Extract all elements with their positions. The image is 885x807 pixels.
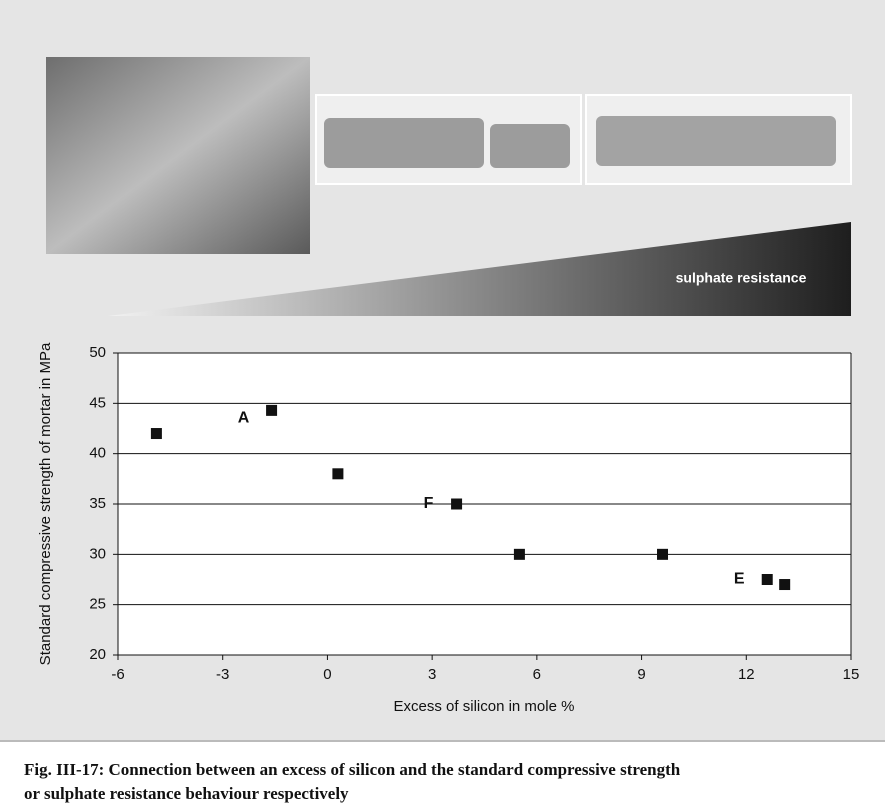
data-point	[266, 404, 278, 416]
y-tick-label: 30	[89, 545, 106, 562]
x-tick-label: -6	[111, 666, 124, 683]
data-point	[451, 498, 463, 510]
x-tick-label: 0	[323, 666, 331, 683]
resistance-wedge	[108, 222, 851, 316]
x-tick-label: 15	[843, 666, 860, 683]
x-tick-label: 9	[637, 666, 645, 683]
y-axis-label: Standard compressive strength of mortar …	[37, 342, 54, 665]
data-point	[513, 548, 525, 560]
point-label: E	[734, 571, 745, 588]
data-point	[332, 468, 344, 480]
x-tick-label: 6	[533, 666, 541, 683]
data-point	[657, 548, 669, 560]
point-label: A	[238, 410, 250, 427]
banner-label: sulphate resistance	[676, 270, 807, 286]
y-tick-label: 40	[89, 445, 106, 462]
data-point	[779, 579, 791, 591]
y-tick-label: 50	[89, 344, 106, 361]
y-tick-label: 35	[89, 495, 106, 512]
caption-line: or sulphate resistance behaviour respect…	[24, 784, 349, 803]
caption-line: Fig. III-17: Connection between an exces…	[24, 760, 681, 779]
point-label: F	[424, 495, 434, 512]
y-tick-label: 20	[89, 646, 106, 663]
x-tick-label: -3	[216, 666, 229, 683]
x-tick-label: 3	[428, 666, 436, 683]
y-tick-label: 45	[89, 394, 106, 411]
prism-piece	[596, 116, 836, 166]
x-axis-label: Excess of silicon in mole %	[394, 698, 575, 715]
data-point	[761, 574, 773, 585]
y-tick-label: 25	[89, 596, 106, 613]
x-tick-label: 12	[738, 666, 755, 683]
photo-crumbled-sample	[46, 57, 310, 254]
data-point	[150, 428, 162, 440]
prism-piece	[490, 124, 570, 168]
prism-piece	[324, 118, 484, 168]
